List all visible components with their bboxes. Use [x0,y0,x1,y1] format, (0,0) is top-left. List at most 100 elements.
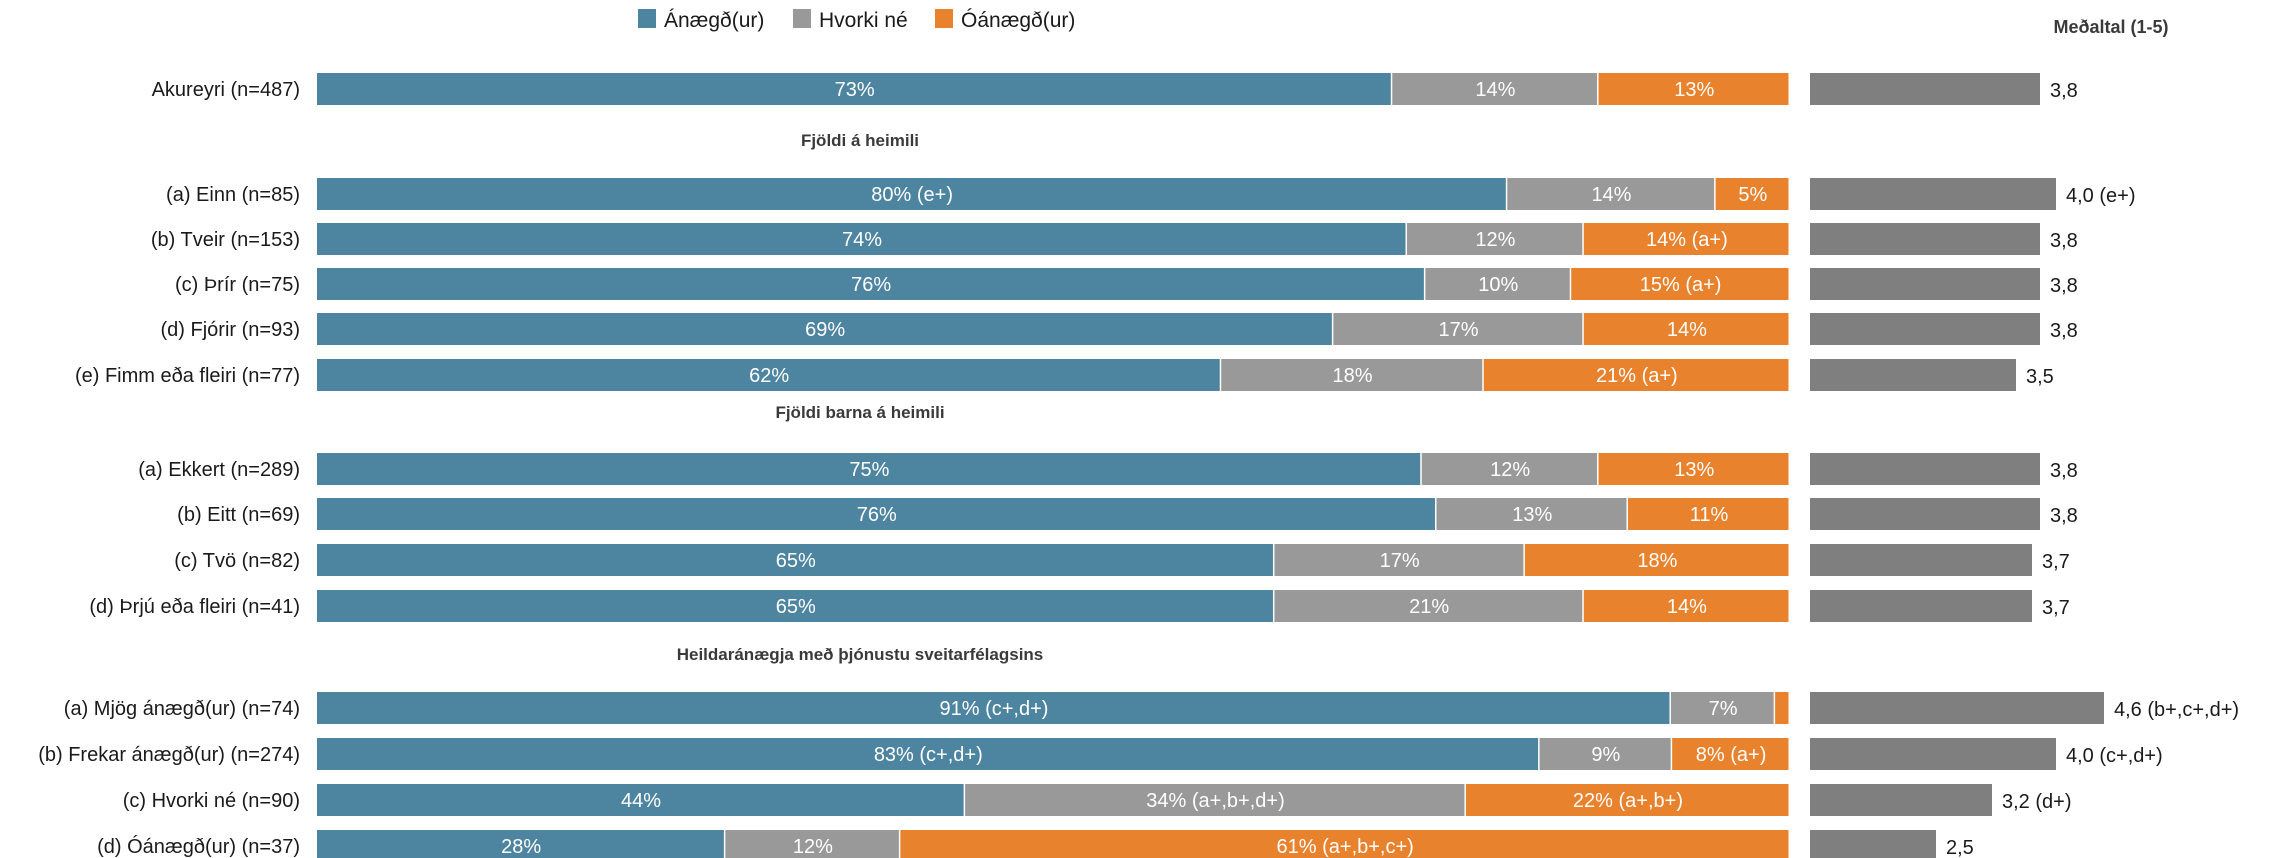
segment-value-label: 11% [1690,504,1729,526]
row-label: (d) Þrjú eða fleiri (n=41) [89,596,300,618]
segment-value-label: 22% (a+,b+) [1573,790,1683,812]
mean-value-label: 3,8 [2050,320,2078,342]
mean-bar [1810,498,2040,530]
bar-segment-neutral [1421,453,1598,485]
bar-segment-satisfied [317,738,1539,770]
bar-segment-satisfied [317,178,1506,210]
legend: Ánægð(ur) Hvorki né Óánægð(ur) [638,9,1075,32]
row-label: (b) Frekar ánægð(ur) (n=274) [38,744,300,766]
legend-swatch-0 [638,9,656,28]
legend-swatch-1 [793,9,811,28]
segment-value-label: 7% [1709,698,1738,720]
row-label: (b) Eitt (n=69) [177,504,300,526]
group-heading: Fjöldi á heimili [801,131,919,150]
segment-value-label: 21% [1409,596,1449,618]
plot-area: Akureyri (n=487) 73% 14% 13% 3,8 Fjöldi á hei… [38,73,2239,858]
group-2: Fjöldi barna á heimili (a) Ekkert (n=289)… [89,403,2078,622]
mean-bar [1810,544,2032,576]
segment-value-label: 9% [1591,744,1620,766]
bar-row: (a) Mjög ánægð(ur) (n=74) 91% (c+,d+) 7% 4,… [64,692,2239,724]
group-3: Heildaránægja með þjónustu sveitarfélags… [38,645,2239,858]
bar-segment-satisfied [317,453,1421,485]
bar-segment-dissatisfied [1715,178,1789,210]
bar-segment-neutral [1425,268,1570,300]
bar-segment-neutral [1274,590,1583,622]
bar-segment-dissatisfied [1571,268,1789,300]
mean-bar [1810,830,1936,858]
mean-value-label: 3,7 [2042,551,2070,573]
mean-bar [1810,359,2016,391]
bar-segment-dissatisfied [1672,738,1789,770]
mean-bar [1810,692,2104,724]
row-label: (e) Fimm eða fleiri (n=77) [75,365,300,387]
row-label: (c) Þrír (n=75) [175,274,300,296]
bar-segment-dissatisfied [1598,73,1789,105]
segment-value-label: 15% (a+) [1640,274,1722,296]
row-label: (a) Einn (n=85) [166,184,300,206]
segment-value-label: 61% (a+,b+,c+) [1277,836,1414,858]
row-label: (c) Tvö (n=82) [174,550,300,572]
bar-row: (b) Eitt (n=69) 76% 13% 11% 3,8 [177,498,2078,530]
bar-segment-neutral [1670,692,1774,724]
group-0: Akureyri (n=487) 73% 14% 13% 3,8 [152,73,2078,105]
segment-value-label: 8% (a+) [1696,744,1767,766]
bar-segment-neutral [1221,359,1483,391]
bar-segment-dissatisfied [1775,692,1789,724]
bar-segment-neutral [965,784,1465,816]
segment-value-label: 28% [501,836,541,858]
bar-segment-satisfied [317,692,1670,724]
row-label: (b) Tveir (n=153) [151,229,300,251]
bar-segment-dissatisfied [1583,313,1789,345]
segment-value-label: 14% [1591,184,1631,206]
legend-label-1: Hvorki né [819,9,908,32]
bar-segment-neutral [1333,313,1583,345]
bar-segment-dissatisfied [1524,544,1789,576]
mean-bar [1810,738,2056,770]
bar-segment-dissatisfied [1583,223,1789,255]
segment-value-label: 18% [1332,365,1372,387]
bar-segment-neutral [1539,738,1671,770]
mean-bar [1810,223,2040,255]
bar-row: (c) Tvö (n=82) 65% 17% 18% 3,7 [174,544,2070,576]
bar-segment-dissatisfied [1627,498,1789,530]
segment-value-label: 14% [1475,79,1515,101]
bar-segment-dissatisfied [1483,359,1789,391]
segment-value-label: 62% [749,365,789,387]
segment-value-label: 76% [857,504,897,526]
segment-value-label: 18% [1637,550,1677,572]
segment-value-label: 10% [1478,274,1518,296]
row-label: (d) Óánægð(ur) (n=37) [97,835,300,858]
row-label: (a) Mjög ánægð(ur) (n=74) [64,698,300,720]
bar-segment-satisfied [317,590,1273,622]
segment-value-label: 74% [842,229,882,251]
segment-value-label: 80% (e+) [871,184,953,206]
segment-value-label: 12% [793,836,833,858]
mean-value-label: 3,8 [2050,230,2078,252]
mean-value-label: 3,8 [2050,460,2078,482]
bar-segment-neutral [1507,178,1715,210]
segment-value-label: 65% [776,550,816,572]
segment-value-label: 17% [1439,319,1479,341]
bar-row: Akureyri (n=487) 73% 14% 13% 3,8 [152,73,2078,105]
bar-segment-dissatisfied [1465,784,1789,816]
mean-bar [1810,73,2040,105]
mean-value-label: 3,8 [2050,80,2078,102]
mean-value-label: 2,5 [1946,837,1974,858]
bar-segment-satisfied [317,784,964,816]
bar-segment-satisfied [317,544,1273,576]
bar-segment-neutral [725,830,899,858]
bar-segment-satisfied [317,223,1406,255]
bar-segment-neutral [1436,498,1627,530]
mean-value-label: 4,6 (b+,c+,d+) [2114,699,2239,721]
bar-segment-dissatisfied [900,830,1789,858]
group-heading: Fjöldi barna á heimili [775,403,944,422]
mean-value-label: 4,0 (e+) [2066,185,2135,207]
bar-row: (d) Þrjú eða fleiri (n=41) 65% 21% 14% 3,7 [89,590,2070,622]
bar-row: (a) Einn (n=85) 80% (e+) 14% 5% 4,0 (e+) [166,178,2135,210]
mean-column-title: Meðaltal (1-5) [2053,17,2168,37]
mean-value-label: 3,8 [2050,275,2078,297]
segment-value-label: 14% (a+) [1646,229,1728,251]
segment-value-label: 83% (c+,d+) [874,744,983,766]
bar-row: (d) Óánægð(ur) (n=37) 28% 12% 61% (a+,b+,c+… [97,830,1974,858]
mean-bar [1810,178,2056,210]
